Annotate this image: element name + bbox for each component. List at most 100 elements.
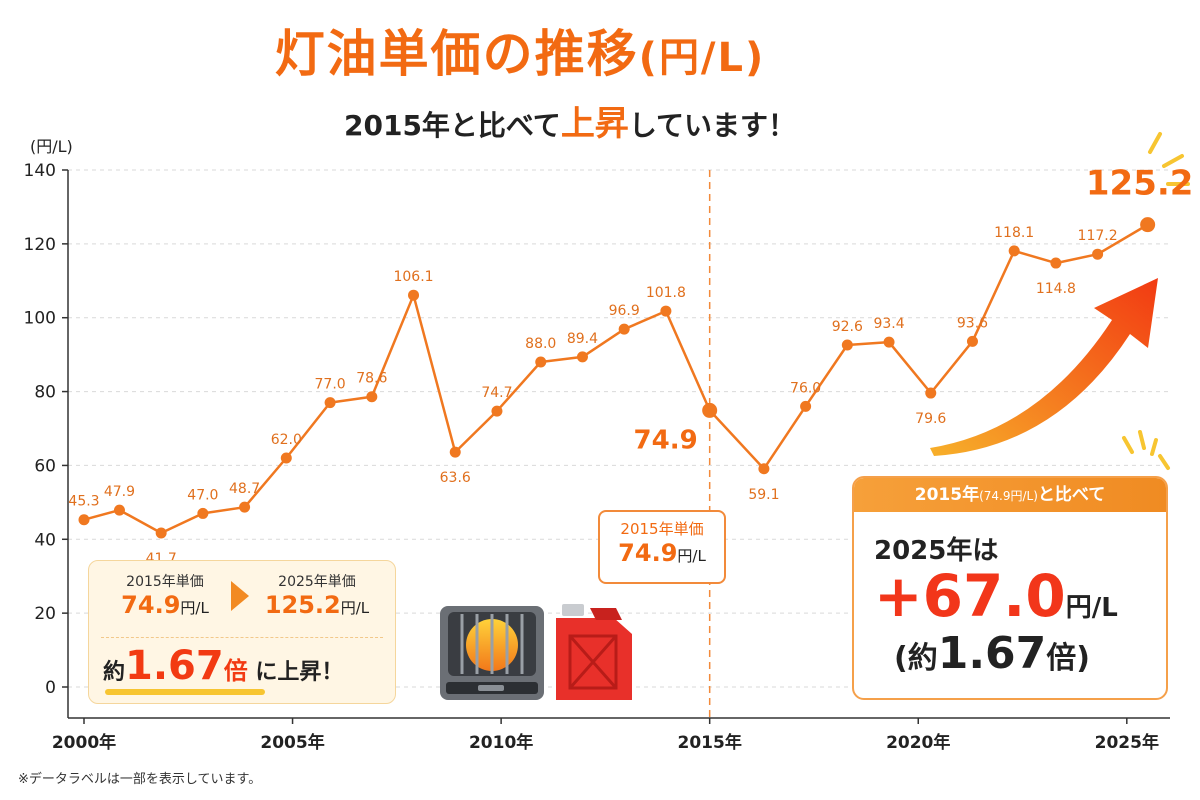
data-label: 101.8 [646,285,686,301]
increase-unit: 円/L [1065,593,1118,623]
increase-diff: +67.0 [874,562,1066,630]
callout-2015-unit: 円/L [677,547,706,565]
increase-header-main: 2015年 [914,485,980,505]
comparison-2015-label: 2015年単価 [126,574,204,590]
y-tick-label: 120 [24,235,56,255]
data-label: 62.0 [271,432,302,448]
data-point [841,339,853,351]
data-point [1140,217,1156,233]
right-arrow-icon [231,581,249,611]
data-point [535,356,547,368]
title-unit: (円/L) [638,35,766,81]
highlight-sparkles-top [1148,132,1190,186]
comparison-2025-label: 2025年単価 [278,574,356,590]
data-label: 106.1 [393,269,433,285]
increase-ratio-pre: (約 [894,641,938,676]
data-point [576,351,588,363]
comparison-2025-unit: 円/L [340,599,370,617]
title-text: 灯油単価の推移 [274,25,639,83]
data-label: 88.0 [525,336,556,352]
page-title: 灯油単価の推移(円/L) [0,14,1040,86]
data-point [280,452,292,464]
data-point [1050,257,1062,269]
ratio-value: 1.67 [125,643,224,689]
increase-line1: 2025年は [874,536,999,566]
data-label: 96.9 [609,303,640,319]
data-point [618,323,630,335]
data-label: 118.1 [994,225,1034,241]
data-label: 114.8 [1036,281,1076,297]
callout-2015-value: 74.9 [618,539,678,567]
increase-ratio-row: (約1.67倍) [894,628,1090,679]
increase-diff-row: +67.0円/L [874,562,1118,630]
callout-2015-value-row: 74.9円/L [600,539,724,567]
data-point [925,387,937,399]
comparison-2015-value: 74.9 [121,591,181,619]
data-point [366,391,378,403]
comparison-divider [101,637,383,638]
data-point [702,402,718,418]
ratio-pre: 約 [103,660,126,685]
highlight-sparkles-box [1122,430,1170,470]
data-label: 47.0 [187,487,218,503]
callout-2015-price: 2015年単価 74.9円/L [598,510,726,584]
subtitle-pre: 2015年と比べて [344,109,561,142]
comparison-2015-unit: 円/L [180,599,209,617]
x-tick-label: 2010年 [469,732,533,753]
rising-arrow [930,278,1158,456]
comparison-ratio-row: 約1.67倍 に上昇！ [103,643,343,689]
increase-header-post: と比べて [1037,485,1106,505]
x-tick-label: 2000年 [52,732,116,753]
data-label: 59.1 [748,487,779,503]
y-tick-label: 80 [34,383,56,403]
x-tick-label: 2005年 [260,732,324,753]
data-point [113,504,125,516]
data-label: 93.4 [873,316,904,332]
series-line [83,223,1149,535]
data-label: 76.0 [790,380,821,396]
data-point [155,527,167,539]
data-point [966,335,978,347]
data-label: 48.7 [229,481,260,497]
callout-2015-label: 2015年単価 [620,520,704,538]
data-point [324,397,336,409]
data-point [758,463,770,475]
data-point [1092,248,1104,260]
footnote: ※データラベルは一部を表示しています。 [18,772,262,787]
data-label: 74.7 [481,385,512,401]
price-increase-panel: 2015年(74.9円/L)と比べて 2025年は +67.0円/L (約1.6… [852,476,1168,700]
y-tick-label: 0 [45,678,56,698]
increase-header-small: (74.9円/L) [979,489,1038,503]
subtitle-post: しています！ [628,109,796,142]
data-label: 93.6 [957,315,988,331]
data-point [408,289,420,301]
increase-panel-header: 2015年(74.9円/L)と比べて [854,478,1166,512]
fuel-can-icon [556,604,632,700]
data-label: 47.9 [104,484,135,500]
increase-ratio-post: 倍) [1046,641,1090,676]
subtitle-highlight: 上昇 [560,104,629,144]
data-label: 125.2 [1086,164,1194,204]
x-tick-label: 2025年 [1095,732,1159,753]
data-label: 74.9 [634,425,698,455]
x-tick-label: 2020年 [886,732,950,753]
ratio-underline [105,689,265,695]
comparison-2025: 2025年単価 125.2円/L [257,571,377,619]
data-point [1008,245,1020,257]
data-label: 117.2 [1078,228,1118,244]
increase-ratio: 1.67 [937,628,1047,679]
x-tick-label: 2015年 [678,732,742,753]
data-label: 92.6 [832,319,863,335]
comparison-2025-value-row: 125.2円/L [257,591,377,619]
data-label: 63.6 [440,470,471,486]
ratio-times: 倍 [223,657,248,685]
y-tick-label: 100 [24,309,56,329]
price-comparison-panel: 2015年単価 74.9円/L 2025年単価 125.2円/L 約1.67倍 … [88,560,396,704]
comparison-2025-value: 125.2 [264,591,341,619]
data-point [660,305,672,317]
data-label: 45.3 [68,494,99,510]
data-label: 79.6 [915,411,946,427]
data-label: 78.6 [356,371,387,387]
data-point [78,514,90,526]
